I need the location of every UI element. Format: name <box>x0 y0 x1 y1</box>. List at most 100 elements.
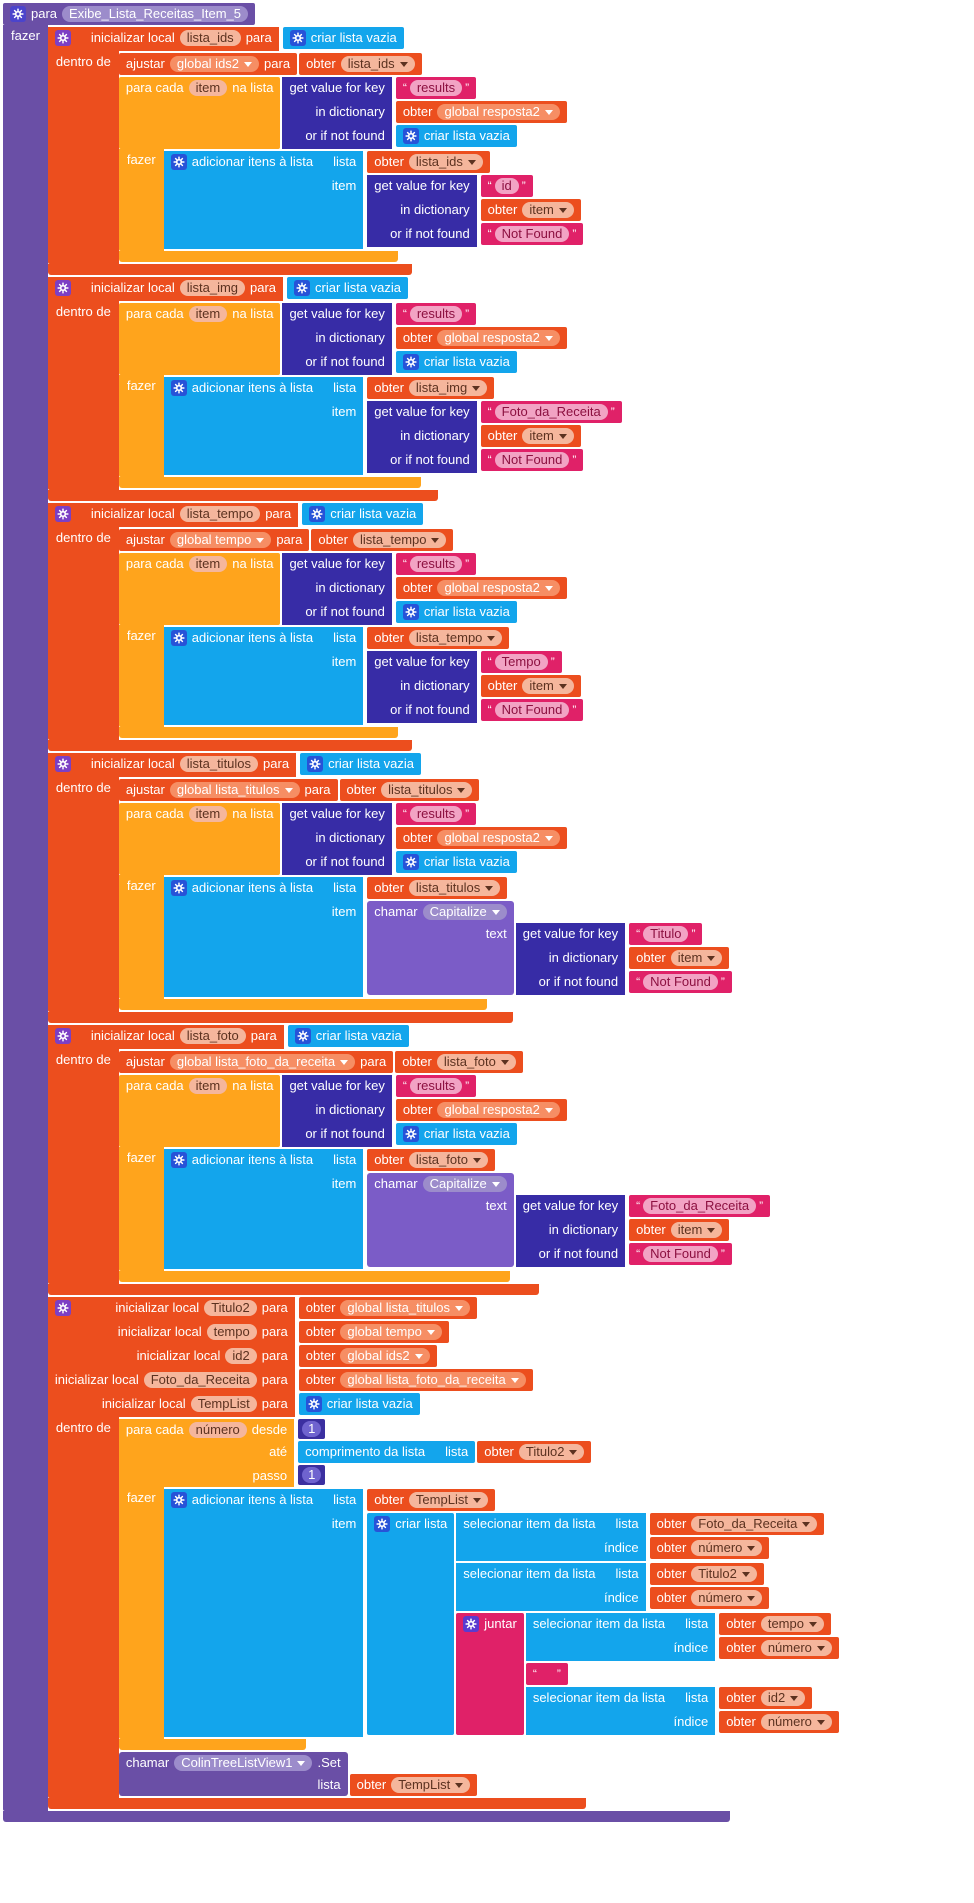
gear-icon[interactable] <box>170 1492 187 1508</box>
local-init-block[interactable]: inicializar local lista_ids para criar list… <box>47 27 584 275</box>
text-string-block[interactable]: “ Not Found ” <box>629 1243 732 1265</box>
local-init-block[interactable]: inicializar local lista_foto para criar lis… <box>47 1025 771 1295</box>
get-variable-block[interactable]: obter número <box>719 1711 839 1733</box>
create-empty-list-block[interactable]: criar lista vazia <box>395 601 517 623</box>
foreach-list-block[interactable]: para cada item na lista get value for key “ r… <box>118 1075 771 1282</box>
variable-dropdown[interactable]: Foto_da_Receita <box>691 1516 818 1532</box>
text-string-block[interactable]: “ results ” <box>395 553 477 575</box>
get-variable-block[interactable]: obter global resposta2 <box>395 577 567 599</box>
gear-icon[interactable] <box>54 1028 71 1044</box>
get-variable-block[interactable]: obter lista_titulos <box>367 877 508 899</box>
variable-name-field[interactable]: item <box>188 1078 228 1094</box>
get-variable-block[interactable]: obter global lista_titulos <box>298 1297 478 1319</box>
get-variable-block[interactable]: obter global ids2 <box>298 1345 437 1367</box>
gear-icon[interactable] <box>10 6 26 22</box>
variable-dropdown[interactable]: tempo <box>760 1616 824 1632</box>
variable-dropdown[interactable]: TempList <box>408 1492 488 1508</box>
text-string-block[interactable]: “ Not Found ” <box>480 223 584 245</box>
variable-dropdown[interactable]: número <box>760 1640 832 1656</box>
get-variable-block[interactable]: obter TempList <box>367 1489 495 1511</box>
create-empty-list-block[interactable]: criar lista vazia <box>300 753 422 775</box>
gear-icon[interactable] <box>170 1152 187 1168</box>
foreach-list-block[interactable]: para cada item na lista get value for key “ r… <box>118 303 622 488</box>
variable-name-field[interactable]: lista_ids <box>179 30 241 46</box>
number-field[interactable]: 1 <box>302 1467 322 1483</box>
set-variable-block[interactable]: ajustar global ids2 para obter lista_ids <box>118 53 422 75</box>
variable-dropdown[interactable]: número <box>760 1714 832 1730</box>
text-field[interactable]: Not Found <box>643 974 718 990</box>
variable-name-field[interactable]: item <box>188 80 228 96</box>
add-items-to-list-block[interactable]: adicionar itens à lista lista obter lista_t… <box>163 877 732 997</box>
text-string-block[interactable]: “ Not Found ” <box>480 449 584 471</box>
dictionary-get-block[interactable]: get value for key “ Tempo ” in dictionary obt… <box>367 651 584 723</box>
create-empty-list-block[interactable]: criar lista vazia <box>395 1123 517 1145</box>
get-variable-block[interactable]: obter lista_titulos <box>339 779 480 801</box>
variable-dropdown[interactable]: global resposta2 <box>437 830 560 846</box>
variable-name-field[interactable]: tempo <box>206 1324 257 1340</box>
get-variable-block[interactable]: obter lista_foto <box>367 1149 495 1171</box>
get-variable-block[interactable]: obter item <box>480 425 581 447</box>
gear-icon[interactable] <box>170 154 187 170</box>
text-string-block[interactable]: “ results ” <box>395 1075 477 1097</box>
variable-dropdown[interactable]: global resposta2 <box>437 1102 560 1118</box>
gear-icon[interactable] <box>170 880 187 896</box>
get-variable-block[interactable]: obter Titulo2 <box>649 1563 764 1585</box>
local-init-block[interactable]: inicializar local lista_titulos para criar … <box>47 753 732 1023</box>
text-field[interactable]: Not Found <box>494 226 570 242</box>
dictionary-get-block[interactable]: get value for key “ results ” in dictionary o… <box>282 77 567 149</box>
make-list-block[interactable]: criar lista selecionar item da lista lista… <box>367 1513 839 1735</box>
get-variable-block[interactable]: obter global resposta2 <box>395 1099 567 1121</box>
variable-dropdown[interactable]: lista_img <box>408 380 488 396</box>
gear-icon[interactable] <box>305 1396 322 1412</box>
create-empty-list-block[interactable]: criar lista vazia <box>287 1025 409 1047</box>
blocks-canvas[interactable]: para Exibe_Lista_Receitas_Item_5 fazer inic… <box>0 0 842 1825</box>
text-string-block[interactable]: “ results ” <box>395 303 477 325</box>
dictionary-get-block[interactable]: get value for key “ results ” in dictionary o… <box>282 1075 567 1147</box>
gear-icon[interactable] <box>402 854 419 870</box>
create-empty-list-block[interactable]: criar lista vazia <box>395 125 517 147</box>
variable-dropdown[interactable]: global tempo <box>169 532 272 548</box>
variable-dropdown[interactable]: lista_tempo <box>353 532 447 548</box>
text-field[interactable]: Foto_da_Receita <box>494 404 608 420</box>
dictionary-get-block[interactable]: get value for key “ results ” in dictionary o… <box>282 303 567 375</box>
text-string-block[interactable]: “ ” <box>525 1663 568 1685</box>
get-variable-block[interactable]: obter número <box>649 1537 770 1559</box>
text-field[interactable]: Titulo <box>643 926 689 942</box>
variable-dropdown[interactable]: número <box>691 1590 763 1606</box>
variable-dropdown[interactable]: lista_ids <box>408 154 483 170</box>
gear-icon[interactable] <box>54 280 71 296</box>
text-field[interactable]: results <box>409 1078 463 1094</box>
gear-icon[interactable] <box>463 1616 480 1632</box>
text-field[interactable]: results <box>409 306 463 322</box>
get-variable-block[interactable]: obter TempList <box>349 1774 478 1796</box>
gear-icon[interactable] <box>307 756 324 772</box>
foreach-list-block[interactable]: para cada item na lista get value for key “ r… <box>118 553 584 738</box>
gear-icon[interactable] <box>402 604 419 620</box>
variable-dropdown[interactable]: TempList <box>391 1777 471 1793</box>
component-method-call-block[interactable]: chamar ColinTreeListView1 .Set lista obter Te… <box>118 1752 478 1796</box>
text-string-block[interactable]: “ id ” <box>480 175 533 197</box>
gear-icon[interactable] <box>402 128 419 144</box>
set-variable-block[interactable]: ajustar global tempo para obter lista_tempo <box>118 529 454 551</box>
dictionary-get-block[interactable]: get value for key “ results ” in dictionary o… <box>282 553 567 625</box>
variable-dropdown[interactable]: global tempo <box>340 1324 442 1340</box>
get-variable-block[interactable]: obter item <box>629 947 730 969</box>
variable-dropdown[interactable]: global resposta2 <box>437 330 560 346</box>
dictionary-get-block[interactable]: get value for key “ results ” in dictionary o… <box>282 803 567 875</box>
create-empty-list-block[interactable]: criar lista vazia <box>287 277 409 299</box>
variable-dropdown[interactable]: lista_tempo <box>408 630 503 646</box>
variable-dropdown[interactable]: global ids2 <box>169 56 260 72</box>
gear-icon[interactable] <box>54 756 71 772</box>
get-variable-block[interactable]: obter global lista_foto_da_receita <box>298 1369 533 1391</box>
get-variable-block[interactable]: obter item <box>480 199 581 221</box>
gear-icon[interactable] <box>402 1126 419 1142</box>
get-variable-block[interactable]: obter item <box>480 675 581 697</box>
gear-icon[interactable] <box>402 354 419 370</box>
variable-dropdown[interactable]: Titulo2 <box>518 1444 585 1460</box>
foreach-list-block[interactable]: para cada item na lista get value for key “ r… <box>118 77 584 262</box>
variable-name-field[interactable]: item <box>188 806 228 822</box>
text-string-block[interactable]: “ Foto_da_Receita ” <box>480 401 622 423</box>
gear-icon[interactable] <box>294 280 311 296</box>
variable-dropdown[interactable]: global resposta2 <box>437 104 560 120</box>
text-string-block[interactable]: “ Titulo ” <box>629 923 703 945</box>
